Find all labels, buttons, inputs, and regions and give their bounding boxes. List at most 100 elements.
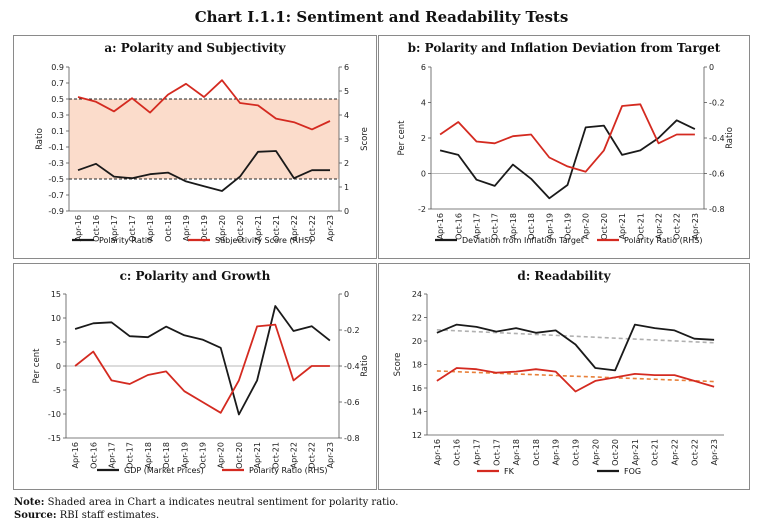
chart-d-ytick-label: 14	[412, 408, 422, 417]
chart-a-ytick-label: -0.3	[48, 159, 64, 168]
chart-d-xtick-label: Oct-17	[492, 439, 501, 466]
figure-title: Chart I.1.1: Sentiment and Readability T…	[194, 8, 569, 26]
footer: Note: Shaded area in Chart a indicates n…	[14, 496, 398, 522]
chart-d-ytick-label: 24	[412, 290, 422, 299]
chart-d-series-line-0	[436, 367, 715, 393]
chart-a-y2label: Score	[360, 127, 370, 151]
chart-b-ytick-label: 6	[421, 63, 426, 72]
chart-b-ytick-label: 0	[421, 170, 426, 179]
chart-c-xtick-label: Oct-20	[235, 442, 244, 469]
panel-d-readability: d: Readability 12 14 16 18 20 22 24 Score Apr-16…	[378, 263, 750, 490]
chart-c-y2tick-label: -0.8	[344, 434, 360, 443]
chart-c-xtick-label: Oct-16	[89, 442, 98, 469]
chart-c-y2label: Ratio	[360, 355, 370, 377]
chart-c-legend-label-1: Polarity Ratio (RHS)	[249, 466, 327, 475]
chart-c-series-line-0	[74, 305, 331, 416]
chart-d-ytick-label: 22	[412, 314, 422, 323]
chart-b-xtick-label: Apr-17	[473, 213, 482, 239]
chart-b-xtick-label: Oct-16	[454, 213, 463, 240]
chart-d-legend-label-0: FK	[504, 467, 515, 476]
chart-b-y2tick-label: -0.6	[709, 170, 725, 179]
chart-a-ytick-label: -0.7	[48, 191, 64, 200]
chart-c-xtick-label: Apr-22	[290, 442, 299, 468]
chart-a-ytick-label: -0.9	[48, 207, 64, 216]
chart-d-xtick-label: Apr-16	[433, 439, 442, 465]
source-label: Source:	[14, 510, 57, 521]
chart-c-svg: -15 -10 -5 0 5 10 15 -0.8 -0.6 -0.4 -0.2 0 Per cent R…	[32, 290, 370, 475]
chart-b-xtick-label: Apr-18	[509, 213, 518, 239]
chart-b-ytick-label: 2	[421, 134, 426, 143]
chart-c-ytick-label: 10	[51, 314, 61, 323]
chart-a-neutral-band	[69, 99, 339, 179]
chart-b-xtick-label: Apr-20	[582, 213, 591, 239]
chart-d-xtick-label: Oct-18	[532, 439, 541, 466]
chart-b-xtick-label: Apr-16	[436, 213, 445, 239]
chart-a-xtick-label: Apr-19	[182, 215, 191, 241]
chart-d-xtick-label: Apr-23	[710, 439, 719, 465]
chart-b-y2label: Ratio	[725, 127, 735, 149]
chart-a-y2tick-label: 3	[344, 135, 349, 144]
chart-d-legend-label-1: FOG	[624, 467, 641, 476]
chart-a-xtick-label: Apr-22	[290, 215, 299, 241]
chart-c-xtick-label: Apr-16	[71, 442, 80, 468]
chart-b-xtick-label: Oct-21	[636, 213, 645, 240]
chart-a-ytick-label: -0.1	[48, 143, 64, 152]
chart-d-ylabel: Score	[393, 353, 403, 377]
panel-a-title: a: Polarity and Subjectivity	[104, 41, 286, 55]
chart-d-xtick-label: Oct-16	[453, 439, 462, 466]
chart-a-xtick-label: Oct-22	[308, 215, 317, 242]
chart-c-xtick-label: Oct-21	[271, 442, 280, 469]
chart-c-ytick-label: -15	[48, 434, 61, 443]
chart-c-series-line-1	[74, 323, 330, 414]
chart-d-xtick-label: Oct-20	[611, 439, 620, 466]
chart-c-ytick-label: -5	[53, 386, 61, 395]
panel-c-polarity-growth: c: Polarity and Growth -15 -10 -5 0 5 10 15 -0.…	[13, 263, 377, 490]
chart-b-y2tick-label: -0.8	[709, 205, 725, 214]
chart-d-xtick-label: Apr-21	[631, 439, 640, 465]
footer-source: Source: RBI staff estimates.	[14, 509, 398, 522]
chart-c-xtick-label: Apr-19	[180, 442, 189, 468]
chart-a-xtick-label: Apr-17	[110, 215, 119, 241]
chart-b-legend-label-0: Deviation from Inflation Target	[462, 236, 584, 245]
note-text: Shaded area in Chart a indicates neutral…	[44, 497, 399, 508]
chart-b-y2tick-label: -0.4	[709, 134, 725, 143]
chart-a-series-line-0	[77, 150, 330, 192]
chart-a-ytick-label: 0.1	[51, 127, 64, 136]
chart-a-xtick-label: Oct-18	[164, 215, 173, 242]
chart-d-ytick-label: 16	[412, 384, 422, 393]
chart-d-xtick-label: Apr-18	[512, 439, 521, 465]
chart-c-xtick-label: Apr-17	[108, 442, 117, 468]
chart-b-y2tick-label: -0.2	[709, 99, 725, 108]
chart-c-y2tick-label: 0	[344, 290, 349, 299]
footer-note: Note: Shaded area in Chart a indicates n…	[14, 496, 398, 509]
panel-c-title: c: Polarity and Growth	[119, 269, 271, 283]
chart-b-xtick-label: Apr-22	[655, 213, 664, 239]
chart-c-legend-label-0: GDP (Market Prices)	[124, 466, 204, 475]
chart-c-xtick-label: Oct-18	[162, 442, 171, 469]
chart-c-ytick-label: 15	[51, 290, 61, 299]
chart-b-ytick-label: 4	[421, 99, 426, 108]
chart-d-xtick-label: Apr-19	[552, 439, 561, 465]
chart-b-xtick-label: Oct-19	[564, 213, 573, 240]
chart-d-xtick-label: Oct-22	[690, 439, 699, 466]
chart-b-series-line-0	[439, 119, 696, 200]
chart-a-y2tick-label: 1	[344, 183, 349, 192]
chart-c-ylabel: Per cent	[32, 348, 42, 384]
panel-b-polarity-inflation: b: Polarity and Inflation Deviation from…	[378, 35, 750, 259]
chart-b-legend-label-1: Polarity Ratio (RHS)	[624, 236, 702, 245]
chart-c-y2tick-label: -0.2	[344, 326, 360, 335]
chart-d-xtick-label: Apr-20	[591, 439, 600, 465]
chart-a-y2tick-label: 0	[344, 207, 349, 216]
chart-a-xtick-label: Oct-17	[128, 215, 137, 242]
chart-a-y2tick-label: 6	[344, 63, 349, 72]
chart-d-xtick-label: Oct-19	[572, 439, 581, 466]
chart-c-xtick-label: Oct-22	[308, 442, 317, 469]
chart-a-legend-label-0: Polarity Ratio	[99, 236, 152, 245]
chart-a-xtick-label: Apr-16	[74, 215, 83, 241]
chart-a-ytick-label: 0.5	[51, 95, 64, 104]
chart-d-xtick-label: Apr-17	[473, 439, 482, 465]
chart-b-ytick-label: -2	[418, 205, 426, 214]
panel-a-polarity-subjectivity: a: Polarity and Subjectivity -0.9 -0.7 -0.…	[13, 35, 377, 259]
chart-a-xtick-label: Oct-16	[92, 215, 101, 242]
chart-a-xtick-label: Oct-21	[272, 215, 281, 242]
